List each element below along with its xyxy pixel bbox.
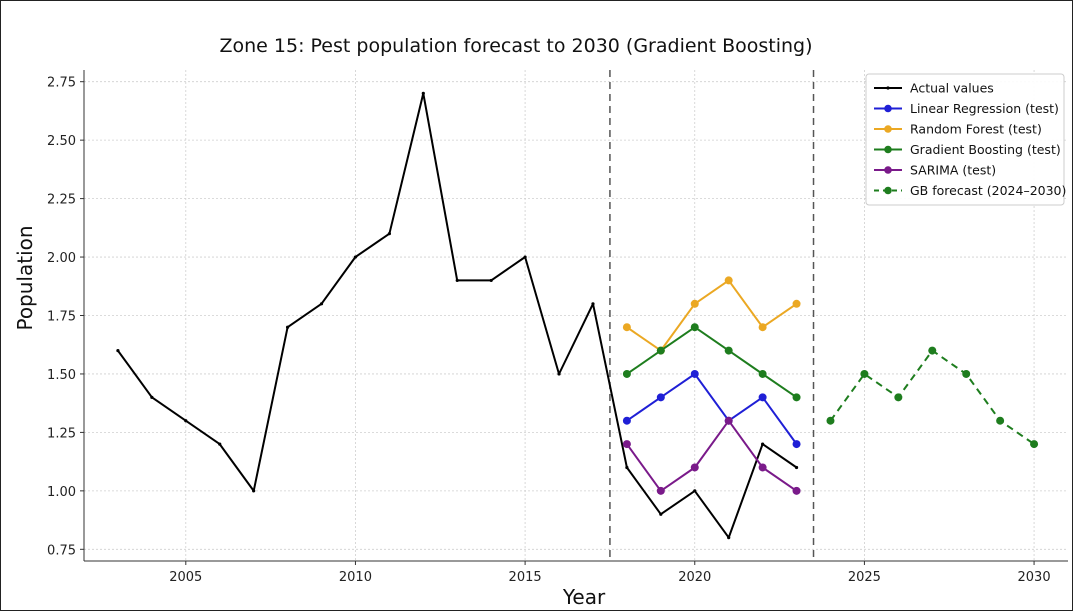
series-point-2 bbox=[622, 323, 631, 332]
series-point-1 bbox=[758, 393, 767, 402]
series-point-0 bbox=[489, 278, 493, 283]
x-tick-label: 2005 bbox=[169, 570, 202, 585]
tick-labels: 2005 2010 2015 2020 2025 2030 0.75 1.00 1.25 1.50… bbox=[47, 76, 1051, 585]
y-tick-label: 2.00 bbox=[47, 251, 76, 266]
y-tick-label: 0.75 bbox=[47, 543, 76, 558]
legend-marker-1 bbox=[884, 104, 892, 113]
series-point-3 bbox=[622, 369, 631, 378]
series-point-5 bbox=[894, 393, 903, 402]
legend-marker-5 bbox=[884, 186, 892, 195]
series-point-4 bbox=[690, 463, 699, 472]
series-point-0 bbox=[184, 419, 188, 423]
grid-lines bbox=[84, 70, 1068, 561]
series-point-0 bbox=[353, 255, 358, 259]
y-tick-label: 1.75 bbox=[47, 310, 76, 325]
data-series bbox=[116, 91, 1039, 540]
series-point-0 bbox=[218, 442, 222, 446]
series-point-1 bbox=[690, 369, 699, 378]
series-point-1 bbox=[622, 416, 631, 425]
legend: Actual values Linear Regression (test) Ran… bbox=[865, 73, 1066, 206]
series-line-1 bbox=[626, 373, 798, 445]
y-tick-label: 1.25 bbox=[47, 426, 76, 441]
y-tick-label: 2.50 bbox=[47, 134, 76, 149]
series-point-0 bbox=[659, 512, 663, 516]
series-point-5 bbox=[928, 346, 937, 355]
legend-label-3: Gradient Boosting (test) bbox=[910, 142, 1061, 157]
legend-box bbox=[865, 73, 1065, 206]
x-tick-label: 2030 bbox=[1018, 570, 1051, 585]
y-axis-label: Population bbox=[13, 225, 37, 330]
series-line-2 bbox=[626, 279, 798, 352]
y-tick-label: 2.25 bbox=[47, 193, 76, 208]
series-point-4 bbox=[792, 486, 801, 495]
legend-marker-2 bbox=[884, 125, 892, 133]
series-point-0 bbox=[116, 348, 120, 353]
series-point-0 bbox=[455, 278, 459, 283]
series-point-4 bbox=[724, 416, 733, 425]
legend-marker-0 bbox=[886, 86, 890, 90]
legend-marker-3 bbox=[884, 145, 892, 154]
series-point-3 bbox=[758, 369, 767, 378]
series-point-0 bbox=[387, 232, 391, 236]
series-point-5 bbox=[996, 416, 1005, 425]
series-point-0 bbox=[761, 442, 765, 446]
x-tick-label: 2025 bbox=[848, 570, 881, 585]
series-point-2 bbox=[792, 299, 801, 308]
y-tick-label: 2.75 bbox=[47, 76, 76, 91]
x-axis-label: Year bbox=[562, 585, 606, 609]
series-point-0 bbox=[693, 489, 697, 493]
x-tick-label: 2015 bbox=[509, 570, 542, 585]
legend-marker-4 bbox=[884, 166, 892, 174]
series-point-5 bbox=[962, 369, 971, 378]
series-point-3 bbox=[792, 393, 801, 402]
legend-label-2: Random Forest (test) bbox=[910, 122, 1042, 137]
series-line-3 bbox=[626, 326, 798, 399]
series-line-4 bbox=[626, 419, 798, 492]
series-point-0 bbox=[421, 91, 425, 95]
chart-title: Zone 15: Pest population forecast to 203… bbox=[220, 35, 813, 57]
series-point-5 bbox=[1030, 440, 1039, 449]
series-point-0 bbox=[319, 302, 324, 306]
series-point-0 bbox=[252, 489, 256, 493]
series-point-2 bbox=[690, 299, 699, 308]
series-point-4 bbox=[758, 463, 767, 472]
legend-label-5: GB forecast (2024–2030) bbox=[910, 183, 1066, 198]
series-point-0 bbox=[285, 325, 290, 329]
y-tick-label: 1.00 bbox=[47, 485, 76, 500]
series-point-3 bbox=[690, 323, 699, 332]
series-point-3 bbox=[656, 346, 665, 355]
legend-label-1: Linear Regression (test) bbox=[910, 101, 1059, 116]
x-tick-label: 2010 bbox=[339, 570, 372, 585]
series-point-1 bbox=[656, 393, 665, 402]
series-point-0 bbox=[523, 255, 527, 259]
series-point-0 bbox=[625, 465, 629, 470]
series-point-2 bbox=[724, 276, 733, 285]
series-point-3 bbox=[724, 346, 733, 355]
series-point-5 bbox=[860, 369, 869, 378]
series-point-0 bbox=[591, 302, 595, 306]
series-point-4 bbox=[622, 440, 631, 449]
split-lines bbox=[609, 70, 815, 561]
legend-label-4: SARIMA (test) bbox=[910, 163, 996, 178]
x-tick-label: 2020 bbox=[678, 570, 711, 585]
series-point-0 bbox=[794, 465, 799, 470]
series-line-5 bbox=[829, 349, 1035, 445]
series-point-0 bbox=[150, 395, 154, 399]
series-point-2 bbox=[758, 323, 767, 332]
legend-label-0: Actual values bbox=[910, 81, 994, 96]
series-point-4 bbox=[656, 486, 665, 495]
series-point-0 bbox=[727, 536, 731, 540]
y-tick-label: 1.50 bbox=[47, 368, 76, 383]
series-point-1 bbox=[792, 440, 801, 449]
series-point-0 bbox=[557, 372, 561, 376]
series-point-5 bbox=[826, 416, 835, 425]
